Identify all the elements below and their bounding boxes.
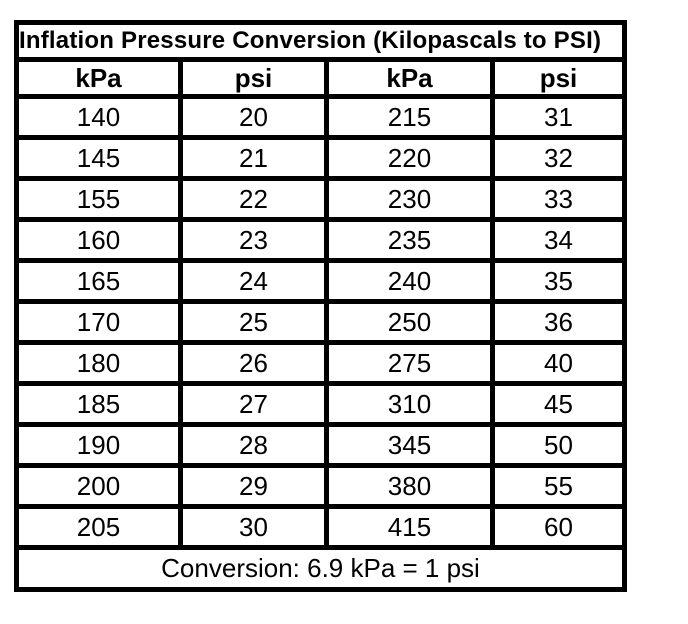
table-row: 145 21 220 32	[14, 135, 628, 181]
table-cell: 24	[178, 258, 329, 304]
table-cell: 160	[14, 217, 183, 263]
table-cell: 55	[489, 463, 628, 509]
table-row: 185 27 310 45	[14, 381, 628, 427]
table-cell: 27	[178, 381, 329, 427]
table-cell: 310	[324, 381, 495, 427]
table-cell: 34	[489, 217, 628, 263]
table-row: 170 25 250 36	[14, 299, 628, 345]
table-cell: 60	[489, 504, 628, 550]
inflation-pressure-conversion-table: Inflation Pressure Conversion (Kilopasca…	[13, 20, 628, 592]
table-body: 140 20 215 31 145 21 220 32 155 22 230 33 160 23 235 34…	[14, 94, 628, 550]
title-row: Inflation Pressure Conversion (Kilopasca…	[13, 20, 628, 62]
table-cell: 275	[324, 340, 495, 386]
table-cell: 155	[14, 176, 183, 222]
table-cell: 36	[489, 299, 628, 345]
column-header-kpa-left: kPa	[14, 57, 183, 99]
table-cell: 215	[324, 94, 495, 140]
table-cell: 185	[14, 381, 183, 427]
table-cell: 22	[178, 176, 329, 222]
table-cell: 25	[178, 299, 329, 345]
table-row: 205 30 415 60	[14, 504, 628, 550]
table-cell: 220	[324, 135, 495, 181]
column-header-kpa-right: kPa	[324, 57, 495, 99]
table-cell: 170	[14, 299, 183, 345]
table-cell: 250	[324, 299, 495, 345]
table-cell: 28	[178, 422, 329, 468]
header-row: kPa psi kPa psi	[14, 57, 628, 99]
table-cell: 415	[324, 504, 495, 550]
table-cell: 140	[14, 94, 183, 140]
table-cell: 20	[178, 94, 329, 140]
footer-row: Conversion: 6.9 kPa = 1 psi	[13, 545, 628, 592]
table-cell: 30	[178, 504, 329, 550]
table-cell: 230	[324, 176, 495, 222]
table-cell: 35	[489, 258, 628, 304]
table-row: 140 20 215 31	[14, 94, 628, 140]
table-cell: 32	[489, 135, 628, 181]
table-cell: 240	[324, 258, 495, 304]
table-cell: 200	[14, 463, 183, 509]
table-cell: 180	[14, 340, 183, 386]
table-row: 200 29 380 55	[14, 463, 628, 509]
table-row: 180 26 275 40	[14, 340, 628, 386]
table-cell: 33	[489, 176, 628, 222]
table-cell: 50	[489, 422, 628, 468]
table-cell: 23	[178, 217, 329, 263]
column-header-psi-right: psi	[489, 57, 628, 99]
table-row: 160 23 235 34	[14, 217, 628, 263]
table-cell: 380	[324, 463, 495, 509]
table-cell: 40	[489, 340, 628, 386]
column-header-psi-left: psi	[178, 57, 329, 99]
table-cell: 235	[324, 217, 495, 263]
table-cell: 205	[14, 504, 183, 550]
table-cell: 345	[324, 422, 495, 468]
table-cell: 26	[178, 340, 329, 386]
table-cell: 145	[14, 135, 183, 181]
table-cell: 21	[178, 135, 329, 181]
table-cell: 31	[489, 94, 628, 140]
table-title: Inflation Pressure Conversion (Kilopasca…	[13, 20, 628, 62]
table-cell: 190	[14, 422, 183, 468]
table-cell: 45	[489, 381, 628, 427]
table-row: 190 28 345 50	[14, 422, 628, 468]
table-row: 165 24 240 35	[14, 258, 628, 304]
table-row: 155 22 230 33	[14, 176, 628, 222]
conversion-note: Conversion: 6.9 kPa = 1 psi	[13, 545, 628, 592]
table-cell: 29	[178, 463, 329, 509]
table-cell: 165	[14, 258, 183, 304]
